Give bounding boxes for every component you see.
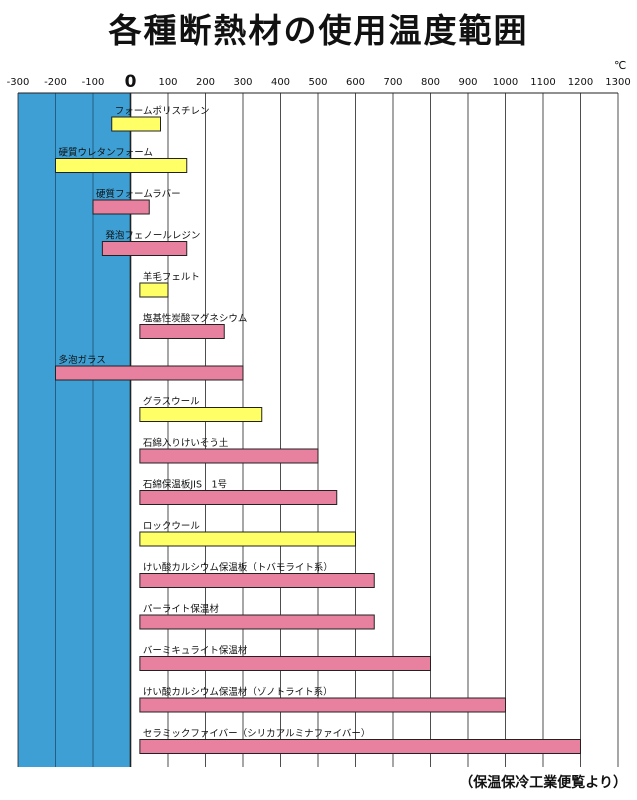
- bar-label: グラスウール: [143, 396, 200, 408]
- x-tick-label: 1100: [530, 77, 555, 88]
- bar: [139, 573, 375, 588]
- bar: [111, 116, 161, 132]
- bar-label: 硬質ウレタンフォーム: [59, 147, 153, 159]
- x-tick-label: 1000: [493, 77, 518, 88]
- bar-label: 塩基性炭酸マグネシウム: [143, 313, 248, 325]
- bar: [139, 739, 581, 754]
- x-tick-label: 100: [158, 77, 177, 88]
- bar: [139, 490, 338, 505]
- x-tick-label: 600: [346, 77, 365, 88]
- source-note: （保温保冷工業便覧より）: [459, 775, 627, 791]
- chart-title: 各種断熱材の使用温度範囲: [108, 11, 529, 50]
- bar: [139, 282, 169, 298]
- x-tick-label: 900: [458, 77, 477, 88]
- bar-label: 硬質フォームラバー: [96, 188, 181, 200]
- x-tick-label: -200: [44, 77, 67, 88]
- bar-label: 石綿入りけいそう土: [143, 437, 229, 449]
- bar: [55, 158, 188, 173]
- bar-label: 発泡フェノールレジン: [105, 230, 200, 242]
- bar: [101, 241, 188, 256]
- x-tick-label: 500: [308, 77, 327, 88]
- x-tick-label: 0: [125, 72, 137, 92]
- bar: [92, 199, 150, 215]
- x-tick-label: 700: [383, 77, 402, 88]
- x-tick-label: 400: [271, 77, 290, 88]
- bar-label: パーライト保温材: [143, 603, 220, 615]
- bar: [55, 365, 244, 381]
- bar: [139, 324, 225, 339]
- x-tick-label: -100: [82, 77, 105, 88]
- bar-label: 羊毛フェルト: [143, 271, 200, 283]
- bar-label: ロックウール: [143, 521, 201, 532]
- bar-label: けい酸カルシウム保温材（ゾノトライト系）: [143, 686, 333, 698]
- x-tick-label: 800: [421, 77, 440, 88]
- bar: [139, 448, 319, 464]
- x-tick-label: 200: [196, 77, 215, 88]
- x-tick-label: 1300: [605, 77, 630, 88]
- bar: [139, 614, 375, 630]
- x-tick-label: 300: [233, 77, 252, 88]
- bar-label: フォームポリスチレン: [115, 106, 210, 117]
- bar: [139, 531, 356, 547]
- x-tick-label: 1200: [568, 77, 593, 88]
- unit-label: ℃: [614, 59, 627, 72]
- bar-label: 石綿保温板JIS 1号: [143, 479, 227, 491]
- x-tick-label: -300: [7, 77, 30, 88]
- bar: [139, 656, 431, 671]
- bar-label: 多泡ガラス: [59, 354, 106, 366]
- bar-label: セラミックファイバー（シリカアルミナファイバー）: [143, 728, 371, 740]
- bar-label: けい酸カルシウム保温板（トバモライト系）: [143, 562, 333, 574]
- bar: [139, 407, 263, 422]
- bar: [139, 697, 506, 713]
- bar-label: バーミキュライト保温材: [143, 645, 248, 657]
